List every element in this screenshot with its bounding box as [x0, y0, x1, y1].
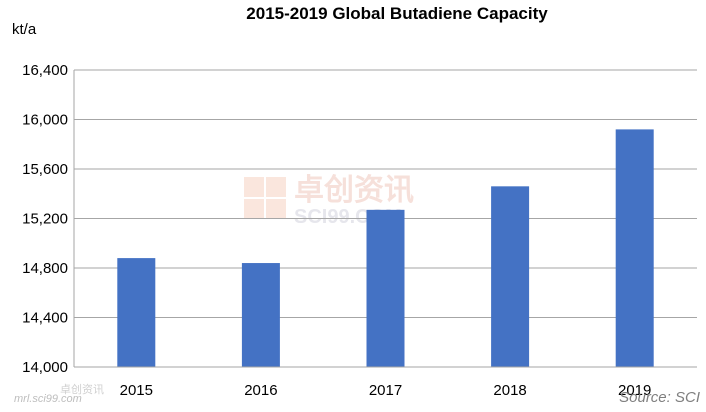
bar-2015 — [117, 258, 156, 367]
y-tick-label: 16,000 — [22, 112, 68, 129]
x-tick-label: 2017 — [369, 382, 402, 399]
watermark-logo-icon — [244, 177, 286, 219]
source-text: Source: SCI — [619, 389, 700, 406]
y-tick-label: 15,200 — [22, 211, 68, 228]
bar-2019 — [615, 129, 654, 367]
corner-watermark-cn: 卓创资讯 — [60, 383, 104, 396]
chart-title: 2015-2019 Global Butadiene Capacity — [246, 4, 548, 23]
y-tick-label: 14,800 — [22, 260, 68, 277]
x-tick-labels: 2015 2016 2017 2018 2019 — [120, 382, 652, 399]
corner-watermark-url: mrl.sci99.com — [14, 393, 82, 405]
bar-layer — [74, 129, 697, 368]
bar-2016 — [241, 263, 280, 367]
bar-2018 — [491, 186, 530, 367]
x-tick-label: 2019 — [618, 382, 651, 399]
y-tick-label: 14,000 — [22, 359, 68, 376]
corner-watermark: mrl.sci99.com 卓创资讯 — [14, 383, 104, 405]
x-tick-label: 2016 — [244, 382, 277, 399]
x-tick-label: 2018 — [493, 382, 526, 399]
y-tick-label: 15,600 — [22, 161, 68, 178]
x-tick-label: 2015 — [120, 382, 153, 399]
y-tick-labels: 14,000 14,400 14,800 15,200 15,600 16,000 16,4… — [22, 62, 68, 376]
watermark-cn-text: 卓创资讯 — [294, 174, 414, 207]
y-tick-label: 16,400 — [22, 62, 68, 79]
bar-2017 — [366, 209, 405, 367]
y-axis-label: kt/a — [12, 21, 37, 38]
y-tick-label: 14,400 — [22, 310, 68, 327]
